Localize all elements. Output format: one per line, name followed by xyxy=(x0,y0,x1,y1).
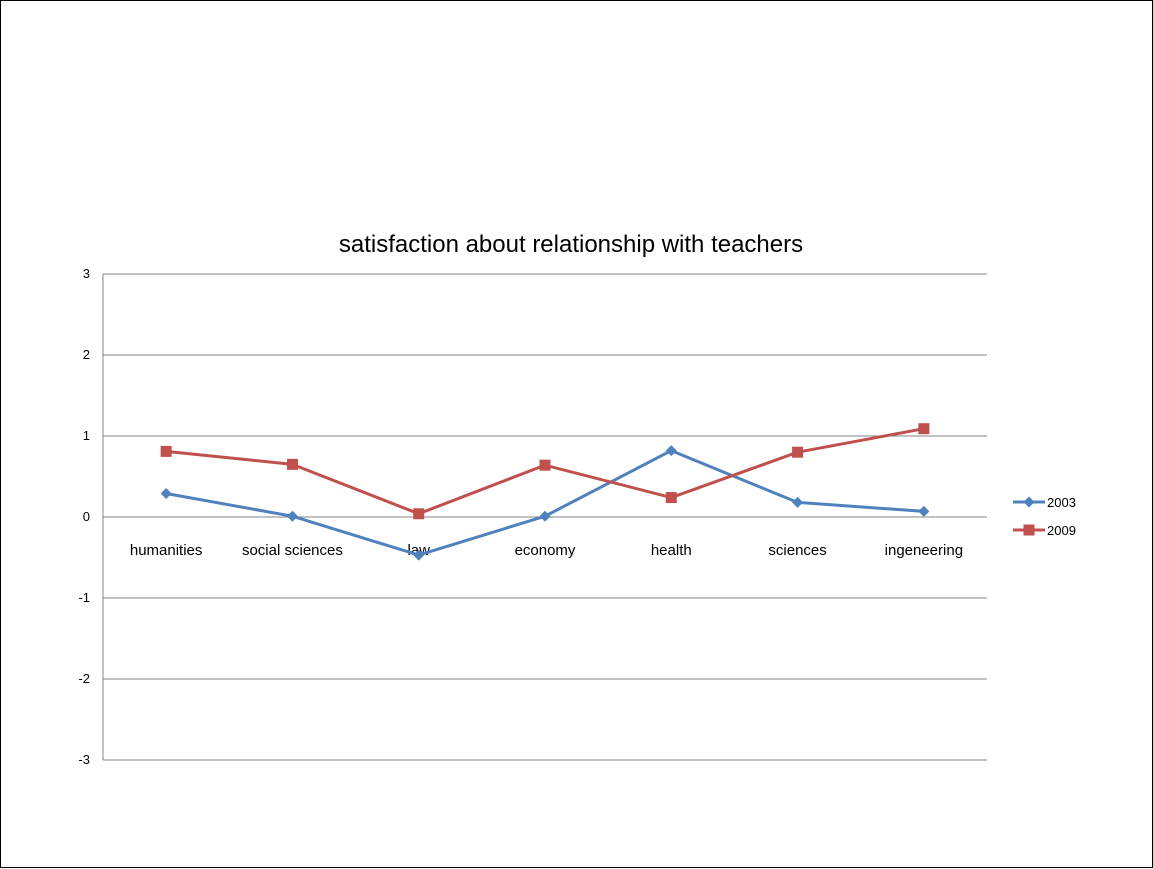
y-tick-label: -2 xyxy=(78,671,90,686)
y-tick-label: -3 xyxy=(78,752,90,767)
legend-item: 2009 xyxy=(1013,523,1076,538)
data-point xyxy=(540,460,551,471)
data-point xyxy=(792,447,803,458)
category-label: economy xyxy=(515,542,576,559)
y-tick-label: -1 xyxy=(78,590,90,605)
category-label: ingeneering xyxy=(885,542,963,559)
legend-label: 2009 xyxy=(1047,523,1076,538)
series-line xyxy=(166,429,924,514)
legend-marker xyxy=(1024,525,1035,536)
data-point xyxy=(161,446,172,457)
category-label: health xyxy=(651,542,692,559)
category-label: humanities xyxy=(130,542,203,559)
y-tick-label: 1 xyxy=(83,428,90,443)
chart-title: satisfaction about relationship with tea… xyxy=(339,231,803,258)
data-point xyxy=(287,511,298,522)
legend-item: 2003 xyxy=(1013,495,1076,510)
data-point xyxy=(413,508,424,519)
y-tick-label: 2 xyxy=(83,347,90,362)
data-point xyxy=(666,445,677,456)
series-group xyxy=(161,423,930,560)
data-point xyxy=(540,511,551,522)
data-point xyxy=(918,506,929,517)
legend-marker xyxy=(1024,497,1035,508)
data-point xyxy=(161,488,172,499)
y-tick-label: 0 xyxy=(83,509,90,524)
data-point xyxy=(287,459,298,470)
category-label: sciences xyxy=(768,542,826,559)
category-label: social sciences xyxy=(242,542,343,559)
data-point xyxy=(792,497,803,508)
y-tick-label: 3 xyxy=(83,266,90,281)
legend: 2003 2009 xyxy=(1013,495,1076,538)
data-point xyxy=(918,423,929,434)
legend-label: 2003 xyxy=(1047,495,1076,510)
data-point xyxy=(666,492,677,503)
y-axis-ticks: 3 2 1 0 -1 -2 -3 xyxy=(78,266,90,767)
